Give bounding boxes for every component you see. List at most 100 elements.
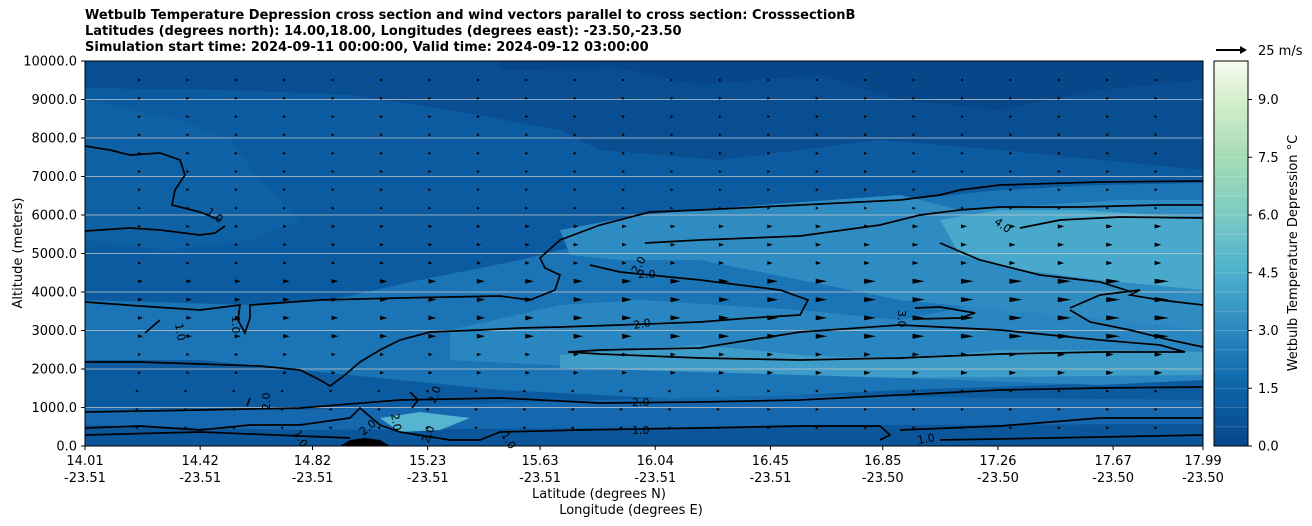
wind-vector-arrow bbox=[1154, 133, 1158, 137]
wind-vector-arrow bbox=[1154, 297, 1170, 303]
wind-vector-arrow bbox=[1057, 242, 1065, 247]
wind-vector-arrow bbox=[1009, 96, 1013, 100]
wind-vector-arrow bbox=[573, 278, 583, 284]
wind-vector-arrow bbox=[815, 389, 819, 393]
wind-vector-arrow bbox=[767, 333, 779, 339]
wind-vector-arrow bbox=[231, 389, 235, 393]
wind-vector-arrow bbox=[1106, 278, 1121, 284]
wind-vector-arrow bbox=[138, 316, 143, 320]
wind-vector-arrow bbox=[573, 188, 577, 192]
wind-vector-arrow bbox=[718, 315, 730, 321]
wind-vector-arrow bbox=[767, 96, 771, 100]
wind-vector-arrow bbox=[138, 170, 141, 173]
wind-vector-arrow bbox=[622, 151, 626, 155]
wind-vector-arrow bbox=[331, 96, 335, 100]
wind-vector-arrow bbox=[476, 115, 480, 119]
wind-vector-arrow bbox=[864, 170, 868, 173]
wind-vector-arrow bbox=[718, 170, 722, 173]
wind-vector-arrow bbox=[283, 170, 287, 173]
wind-vector-arrow bbox=[767, 242, 773, 247]
wind-vector-arrow bbox=[573, 151, 577, 155]
wind-vector-arrow bbox=[815, 188, 819, 192]
wind-vector-arrow bbox=[573, 315, 583, 321]
y-axis: 0.0 1000.0 2000.0 3000.0 4000.0 5000.0 6000.0 7… bbox=[23, 55, 85, 455]
wind-vector-arrow bbox=[138, 261, 141, 265]
wind-vector-arrow bbox=[380, 170, 384, 173]
wind-vector-arrow bbox=[283, 261, 287, 265]
wind-vector-arrow bbox=[622, 206, 626, 210]
wind-vector-arrow bbox=[186, 371, 190, 375]
wind-vector-arrow bbox=[525, 206, 529, 210]
wind-vector-arrow bbox=[1057, 370, 1066, 376]
wind-vector-arrow bbox=[1009, 260, 1016, 266]
wind-vector-arrow bbox=[280, 407, 284, 411]
wind-vector-arrow bbox=[138, 133, 141, 137]
wind-vector-arrow bbox=[767, 426, 771, 430]
contour-label: 2.0 bbox=[632, 316, 651, 332]
contour-line bbox=[409, 391, 420, 409]
wind-vector-arrow bbox=[815, 96, 819, 100]
wind-vector-arrow bbox=[670, 170, 674, 173]
contour-line bbox=[85, 264, 810, 388]
wind-vector-arrow bbox=[428, 333, 437, 339]
wind-vector-arrow bbox=[1009, 370, 1017, 375]
wind-vector-arrow bbox=[1106, 426, 1110, 430]
wind-vector-arrow bbox=[331, 224, 336, 229]
wind-vector-arrow bbox=[767, 133, 771, 137]
x-tick-label-lat: 14.42 bbox=[182, 454, 219, 469]
wind-vector-arrow bbox=[186, 188, 190, 192]
wind-vector-arrow bbox=[667, 426, 671, 430]
wind-vector-arrow bbox=[138, 297, 143, 302]
wind-vector-arrow bbox=[912, 389, 916, 393]
wind-vector-arrow bbox=[522, 407, 526, 411]
wind-vector-arrow bbox=[525, 170, 529, 173]
y-tick-label: 10000.0 bbox=[23, 55, 77, 70]
wind-vector-arrow bbox=[1154, 96, 1158, 100]
wind-vector-arrow bbox=[428, 188, 432, 192]
contour-label: 2.0 bbox=[426, 384, 444, 405]
wind-vector-arrow bbox=[815, 224, 822, 229]
wind-vector-arrow bbox=[718, 133, 722, 137]
wind-vector-arrow bbox=[864, 426, 868, 430]
wind-vector-arrow bbox=[186, 96, 190, 100]
wind-vector-arrow bbox=[186, 133, 190, 137]
wind-vector-arrow bbox=[283, 133, 287, 137]
wind-vector-arrow bbox=[619, 426, 623, 430]
wind-vector-arrow bbox=[767, 206, 771, 210]
wind-vector-arrow bbox=[815, 297, 828, 303]
y-tick-label: 1000.0 bbox=[32, 401, 78, 416]
wind-vector-arrow bbox=[912, 370, 920, 375]
wind-vector-arrow bbox=[331, 78, 335, 82]
wind-vector-arrow bbox=[864, 389, 868, 393]
wind-vector-arrow bbox=[573, 115, 577, 119]
wind-vector-arrow bbox=[1106, 206, 1110, 210]
wind-vector-arrow bbox=[815, 206, 819, 210]
wind-vector-arrow bbox=[1106, 78, 1110, 82]
wind-vector-arrow bbox=[234, 170, 238, 173]
contour-fill-light-patch bbox=[380, 412, 470, 432]
wind-vector-arrow bbox=[1057, 188, 1061, 192]
wind-vector-arrow bbox=[428, 151, 432, 155]
wind-vector-arrow bbox=[1154, 315, 1170, 321]
wind-vector-arrow bbox=[428, 170, 432, 173]
wind-vector-arrow bbox=[1154, 242, 1162, 247]
x-tick-label-lat: 14.82 bbox=[294, 454, 331, 469]
colorbar-label: Wetbulb Temperature Depression °C bbox=[1286, 135, 1301, 372]
wind-vector-arrow bbox=[525, 133, 529, 137]
wind-vector-arrow bbox=[525, 278, 534, 284]
wind-vector-arrow bbox=[912, 151, 916, 155]
wind-vector-arrow bbox=[670, 352, 676, 357]
contour-line bbox=[85, 225, 226, 236]
wind-vector-arrow bbox=[377, 426, 381, 430]
wind-vector-arrow bbox=[183, 389, 187, 393]
wind-vector-arrow bbox=[525, 261, 530, 265]
contour-line bbox=[85, 431, 351, 439]
wind-vector-arrow bbox=[283, 371, 287, 375]
wind-vector-arrow bbox=[380, 279, 388, 284]
wind-vector-arrow bbox=[331, 261, 336, 265]
wind-vector-arrow bbox=[864, 352, 871, 357]
wind-vector-arrow bbox=[473, 426, 477, 430]
contour-label: 2.0 bbox=[638, 268, 656, 281]
wind-vector-arrow bbox=[1009, 133, 1013, 137]
wind-vector-arrow bbox=[186, 115, 190, 119]
